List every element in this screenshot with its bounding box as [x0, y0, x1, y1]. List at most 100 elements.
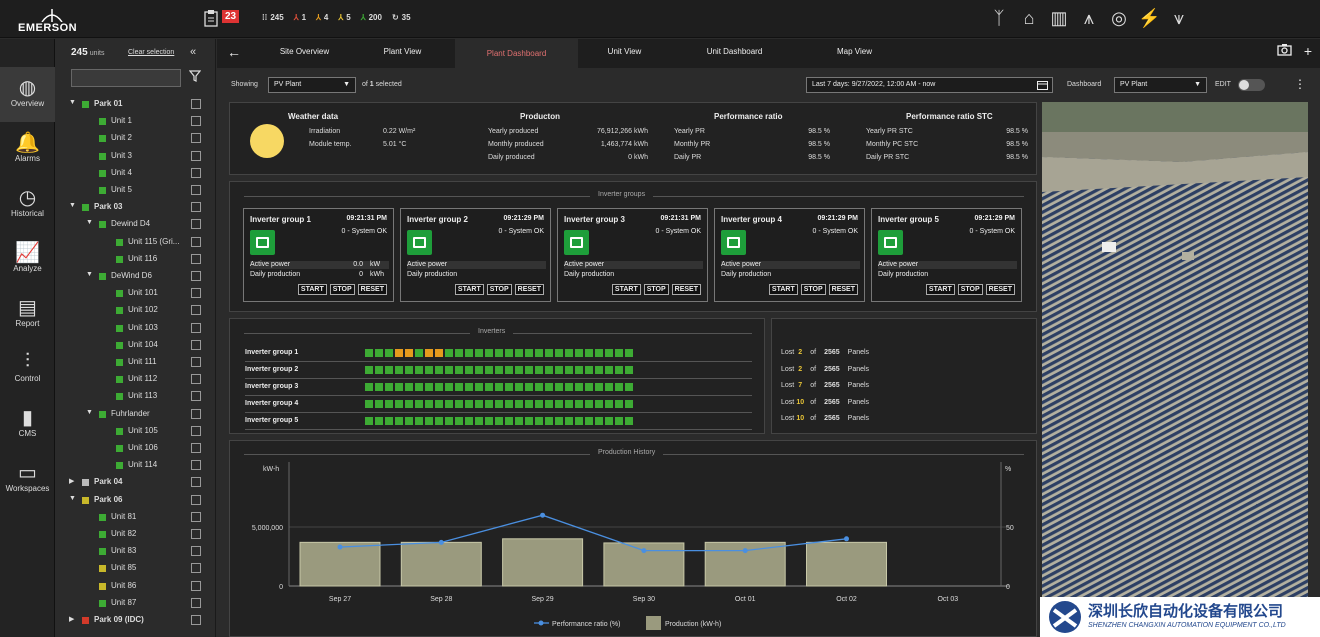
inverter-status-cell[interactable]	[365, 400, 373, 408]
inverter-status-cell[interactable]	[405, 417, 413, 425]
reset-button[interactable]: RESET	[671, 284, 701, 295]
inverter-status-cell[interactable]	[515, 400, 523, 408]
inverter-status-cell[interactable]	[535, 349, 543, 357]
inverter-status-cell[interactable]	[545, 417, 553, 425]
wind-turbine-icon[interactable]: ᛉ	[993, 8, 1005, 28]
inverter-status-cell[interactable]	[615, 400, 623, 408]
inverter-status-cell[interactable]	[405, 349, 413, 357]
stat-warning[interactable]: ⅄ 4	[316, 13, 328, 22]
inverter-status-cell[interactable]	[565, 400, 573, 408]
inverter-status-cell[interactable]	[615, 417, 623, 425]
inverter-status-cell[interactable]	[455, 366, 463, 374]
tree-checkbox[interactable]	[191, 322, 201, 333]
inverter-status-cell[interactable]	[475, 400, 483, 408]
inverter-status-cell[interactable]	[385, 383, 393, 391]
tree-item[interactable]: Unit 83	[56, 543, 216, 560]
tree-item[interactable]: Unit 4	[56, 165, 216, 182]
tree-item[interactable]: Unit 105	[56, 423, 216, 440]
inverter-status-cell[interactable]	[585, 349, 593, 357]
inverter-status-cell[interactable]	[595, 400, 603, 408]
inverter-status-cell[interactable]	[595, 349, 603, 357]
tree-item[interactable]: Unit 111	[56, 354, 216, 371]
inverter-status-cell[interactable]	[425, 349, 433, 357]
inverter-status-cell[interactable]	[425, 366, 433, 374]
inverter-status-cell[interactable]	[515, 417, 523, 425]
tree-item[interactable]: Unit 114	[56, 457, 216, 474]
inverter-status-cell[interactable]	[625, 383, 633, 391]
start-button[interactable]: START	[297, 284, 327, 295]
inverter-status-cell[interactable]	[575, 349, 583, 357]
inverter-status-cell[interactable]	[435, 417, 443, 425]
tree-checkbox[interactable]	[191, 546, 201, 557]
legend-production[interactable]: Production (kW-h)	[665, 621, 721, 628]
tree-item[interactable]: ▼ Park 01	[56, 96, 216, 113]
inverter-status-cell[interactable]	[595, 366, 603, 374]
tree-checkbox[interactable]	[191, 339, 201, 350]
expanded-caret-icon[interactable]: ▼	[86, 219, 93, 227]
plant-select[interactable]: PV Plant ▼	[268, 77, 356, 93]
inverter-status-cell[interactable]	[365, 366, 373, 374]
dashboard-select[interactable]: PV Plant ▼	[1114, 77, 1207, 93]
inverter-status-cell[interactable]	[595, 417, 603, 425]
tree-checkbox[interactable]	[191, 271, 201, 281]
tree-checkbox[interactable]	[191, 167, 201, 178]
tree-item[interactable]: Unit 82	[56, 526, 216, 543]
inverter-status-cell[interactable]	[535, 400, 543, 408]
tree-checkbox[interactable]	[191, 253, 201, 264]
inverter-status-cell[interactable]	[465, 400, 473, 408]
inverter-status-cell[interactable]	[585, 383, 593, 391]
inverter-status-cell[interactable]	[585, 366, 593, 374]
performance-ratio-point[interactable]	[540, 512, 546, 518]
legend-performance-ratio[interactable]: Performance ratio (%)	[552, 621, 620, 628]
inverter-status-cell[interactable]	[395, 417, 403, 425]
inverter-status-cell[interactable]	[365, 383, 373, 391]
inverter-status-cell[interactable]	[405, 383, 413, 391]
inverter-status-cell[interactable]	[495, 400, 503, 408]
inverter-status-cell[interactable]	[555, 383, 563, 391]
tab-unit-dashboard[interactable]: Unit Dashboard	[706, 47, 763, 56]
tree-item[interactable]: Unit 5	[56, 182, 216, 199]
inverter-status-cell[interactable]	[445, 383, 453, 391]
inverter-status-cell[interactable]	[605, 366, 613, 374]
expanded-caret-icon[interactable]: ▼	[69, 99, 76, 106]
stop-button[interactable]: STOP	[329, 284, 355, 295]
add-icon[interactable]: +	[1303, 43, 1312, 59]
nav-report[interactable]: ▤ Report	[0, 287, 55, 342]
stat-sync[interactable]: ↻ 35	[392, 13, 411, 22]
inverter-status-cell[interactable]	[495, 383, 503, 391]
reset-button[interactable]: RESET	[514, 284, 544, 295]
inverter-status-cell[interactable]	[375, 349, 383, 357]
expanded-caret-icon[interactable]: ▼	[86, 408, 93, 416]
inverter-status-cell[interactable]	[545, 349, 553, 357]
tree-checkbox[interactable]	[191, 288, 201, 299]
inverter-status-cell[interactable]	[415, 349, 423, 357]
inverter-status-cell[interactable]	[595, 383, 603, 391]
inverter-status-cell[interactable]	[375, 366, 383, 374]
tree-checkbox[interactable]	[191, 580, 201, 591]
inverter-status-cell[interactable]	[395, 400, 403, 408]
tree-checkbox[interactable]	[191, 202, 201, 213]
stop-button[interactable]: STOP	[957, 284, 983, 295]
inverter-status-cell[interactable]	[505, 417, 513, 425]
inverter-status-cell[interactable]	[465, 366, 473, 374]
inverter-status-cell[interactable]	[545, 400, 553, 408]
tree-checkbox[interactable]	[191, 529, 201, 539]
inverter-status-cell[interactable]	[365, 349, 373, 357]
stat-info[interactable]: ⅄ 5	[338, 13, 350, 22]
nav-alarms[interactable]: 🔔 Alarms	[0, 122, 55, 177]
inverter-status-cell[interactable]	[515, 383, 523, 391]
reset-button[interactable]: RESET	[828, 284, 858, 295]
nav-cms[interactable]: ▮ CMS	[0, 397, 55, 452]
tree-checkbox[interactable]	[191, 305, 201, 316]
inverter-status-cell[interactable]	[625, 417, 633, 425]
inverter-status-cell[interactable]	[465, 349, 473, 357]
inverter-status-cell[interactable]	[495, 366, 503, 374]
production-bar[interactable]	[806, 541, 887, 587]
inverter-status-cell[interactable]	[615, 366, 623, 374]
inverter-status-cell[interactable]	[535, 366, 543, 374]
start-button[interactable]: START	[925, 284, 955, 295]
inverter-status-cell[interactable]	[455, 349, 463, 357]
inverter-status-cell[interactable]	[385, 400, 393, 408]
inverter-status-cell[interactable]	[435, 400, 443, 408]
stat-alert[interactable]: ⅄ 1	[294, 13, 306, 22]
